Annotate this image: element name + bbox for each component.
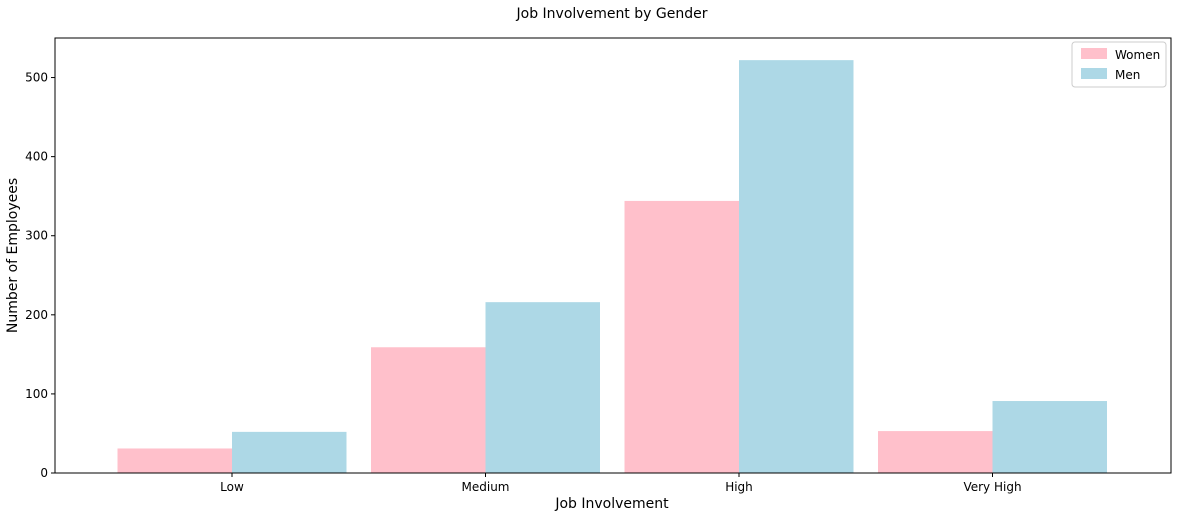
- bar-men-high: [739, 60, 854, 474]
- plot-frame: [54, 37, 1172, 474]
- x-tick-label-medium: Medium: [462, 480, 510, 494]
- x-axis-title: Job Involvement: [554, 496, 669, 512]
- x-tick-label-low: Low: [220, 480, 244, 494]
- legend-label-women: Women: [1115, 48, 1160, 62]
- legend-swatch-men: [1081, 68, 1107, 79]
- y-tick-label: 100: [25, 387, 48, 401]
- bar-men-low: [232, 431, 347, 473]
- bar-men-medium: [485, 302, 600, 473]
- x-tick-label-high: High: [725, 480, 753, 494]
- y-axis-ticks: 0 100 200 300 400 500: [25, 71, 55, 480]
- y-tick-label: 300: [25, 229, 48, 243]
- y-tick-label: 500: [25, 71, 48, 85]
- legend-label-men: Men: [1115, 68, 1140, 82]
- x-axis-ticks: Low Medium High Very High: [220, 473, 1022, 494]
- y-tick-label: 200: [25, 308, 48, 322]
- bars-group: [117, 60, 1107, 474]
- bar-women-high: [624, 200, 739, 473]
- y-tick-label: 0: [40, 466, 48, 480]
- bar-women-low: [117, 448, 232, 473]
- bar-women-very-high: [878, 431, 993, 473]
- y-axis-title: Number of Employees: [5, 178, 21, 333]
- chart-title: Job Involvement by Gender: [516, 6, 708, 22]
- x-tick-label-very-high: Very High: [963, 480, 1021, 494]
- y-tick-label: 400: [25, 150, 48, 164]
- legend: Women Men: [1071, 41, 1167, 88]
- legend-swatch-women: [1081, 48, 1107, 59]
- bar-men-very-high: [992, 401, 1107, 473]
- bar-women-medium: [371, 347, 486, 473]
